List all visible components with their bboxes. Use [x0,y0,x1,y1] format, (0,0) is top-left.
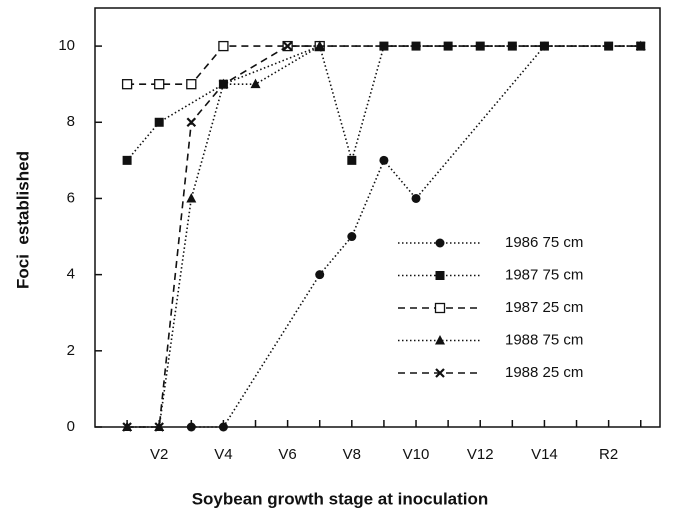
x-tick-label: V12 [467,446,494,463]
marker [186,192,197,203]
y-tick-label: 0 [67,418,75,435]
legend-label: 1986 75 cm [505,234,583,251]
x-axis-label: Soybean growth stage at inoculation [192,489,489,508]
y-axis-label: Foci established [13,151,32,289]
marker [218,79,229,89]
x-tick-label: R2 [599,446,618,463]
marker [282,41,293,51]
legend-label: 1987 25 cm [505,299,583,316]
marker [250,78,261,89]
y-tick-label: 10 [58,37,75,54]
y-tick-label: 8 [67,113,75,130]
legend-label: 1988 75 cm [505,331,583,348]
marker [218,40,229,52]
series-line [126,45,641,164]
marker [347,155,357,165]
x-tick-label: V2 [150,446,168,463]
marker [379,155,389,165]
marker [218,422,228,432]
y-tick-label: 2 [67,342,75,359]
marker [186,79,197,90]
marker [122,422,132,432]
x-tick-label: V8 [343,446,361,463]
marker [435,368,445,378]
x-tick-label: V10 [403,446,430,463]
marker [154,117,164,127]
marker [635,41,646,51]
marker [154,422,164,432]
series-line [191,45,546,428]
marker [122,155,132,165]
marker [435,335,445,345]
x-tick-label: V6 [278,446,296,463]
legend-label: 1987 75 cm [505,266,583,283]
legend-label: 1988 25 cm [505,364,583,381]
series-line [127,45,641,428]
marker [435,238,445,248]
marker [347,232,357,242]
series-line [127,45,320,85]
marker [121,79,133,90]
plot-frame [94,7,661,428]
x-tick-label: V4 [214,446,232,463]
marker [186,117,197,128]
marker [411,193,421,203]
marker [154,79,165,90]
marker [435,271,445,280]
marker [434,302,446,314]
x-tick-label: V14 [531,446,558,463]
marker [315,270,325,280]
y-tick-label: 4 [67,266,75,283]
y-tick-label: 6 [67,189,75,206]
marker [186,422,196,432]
